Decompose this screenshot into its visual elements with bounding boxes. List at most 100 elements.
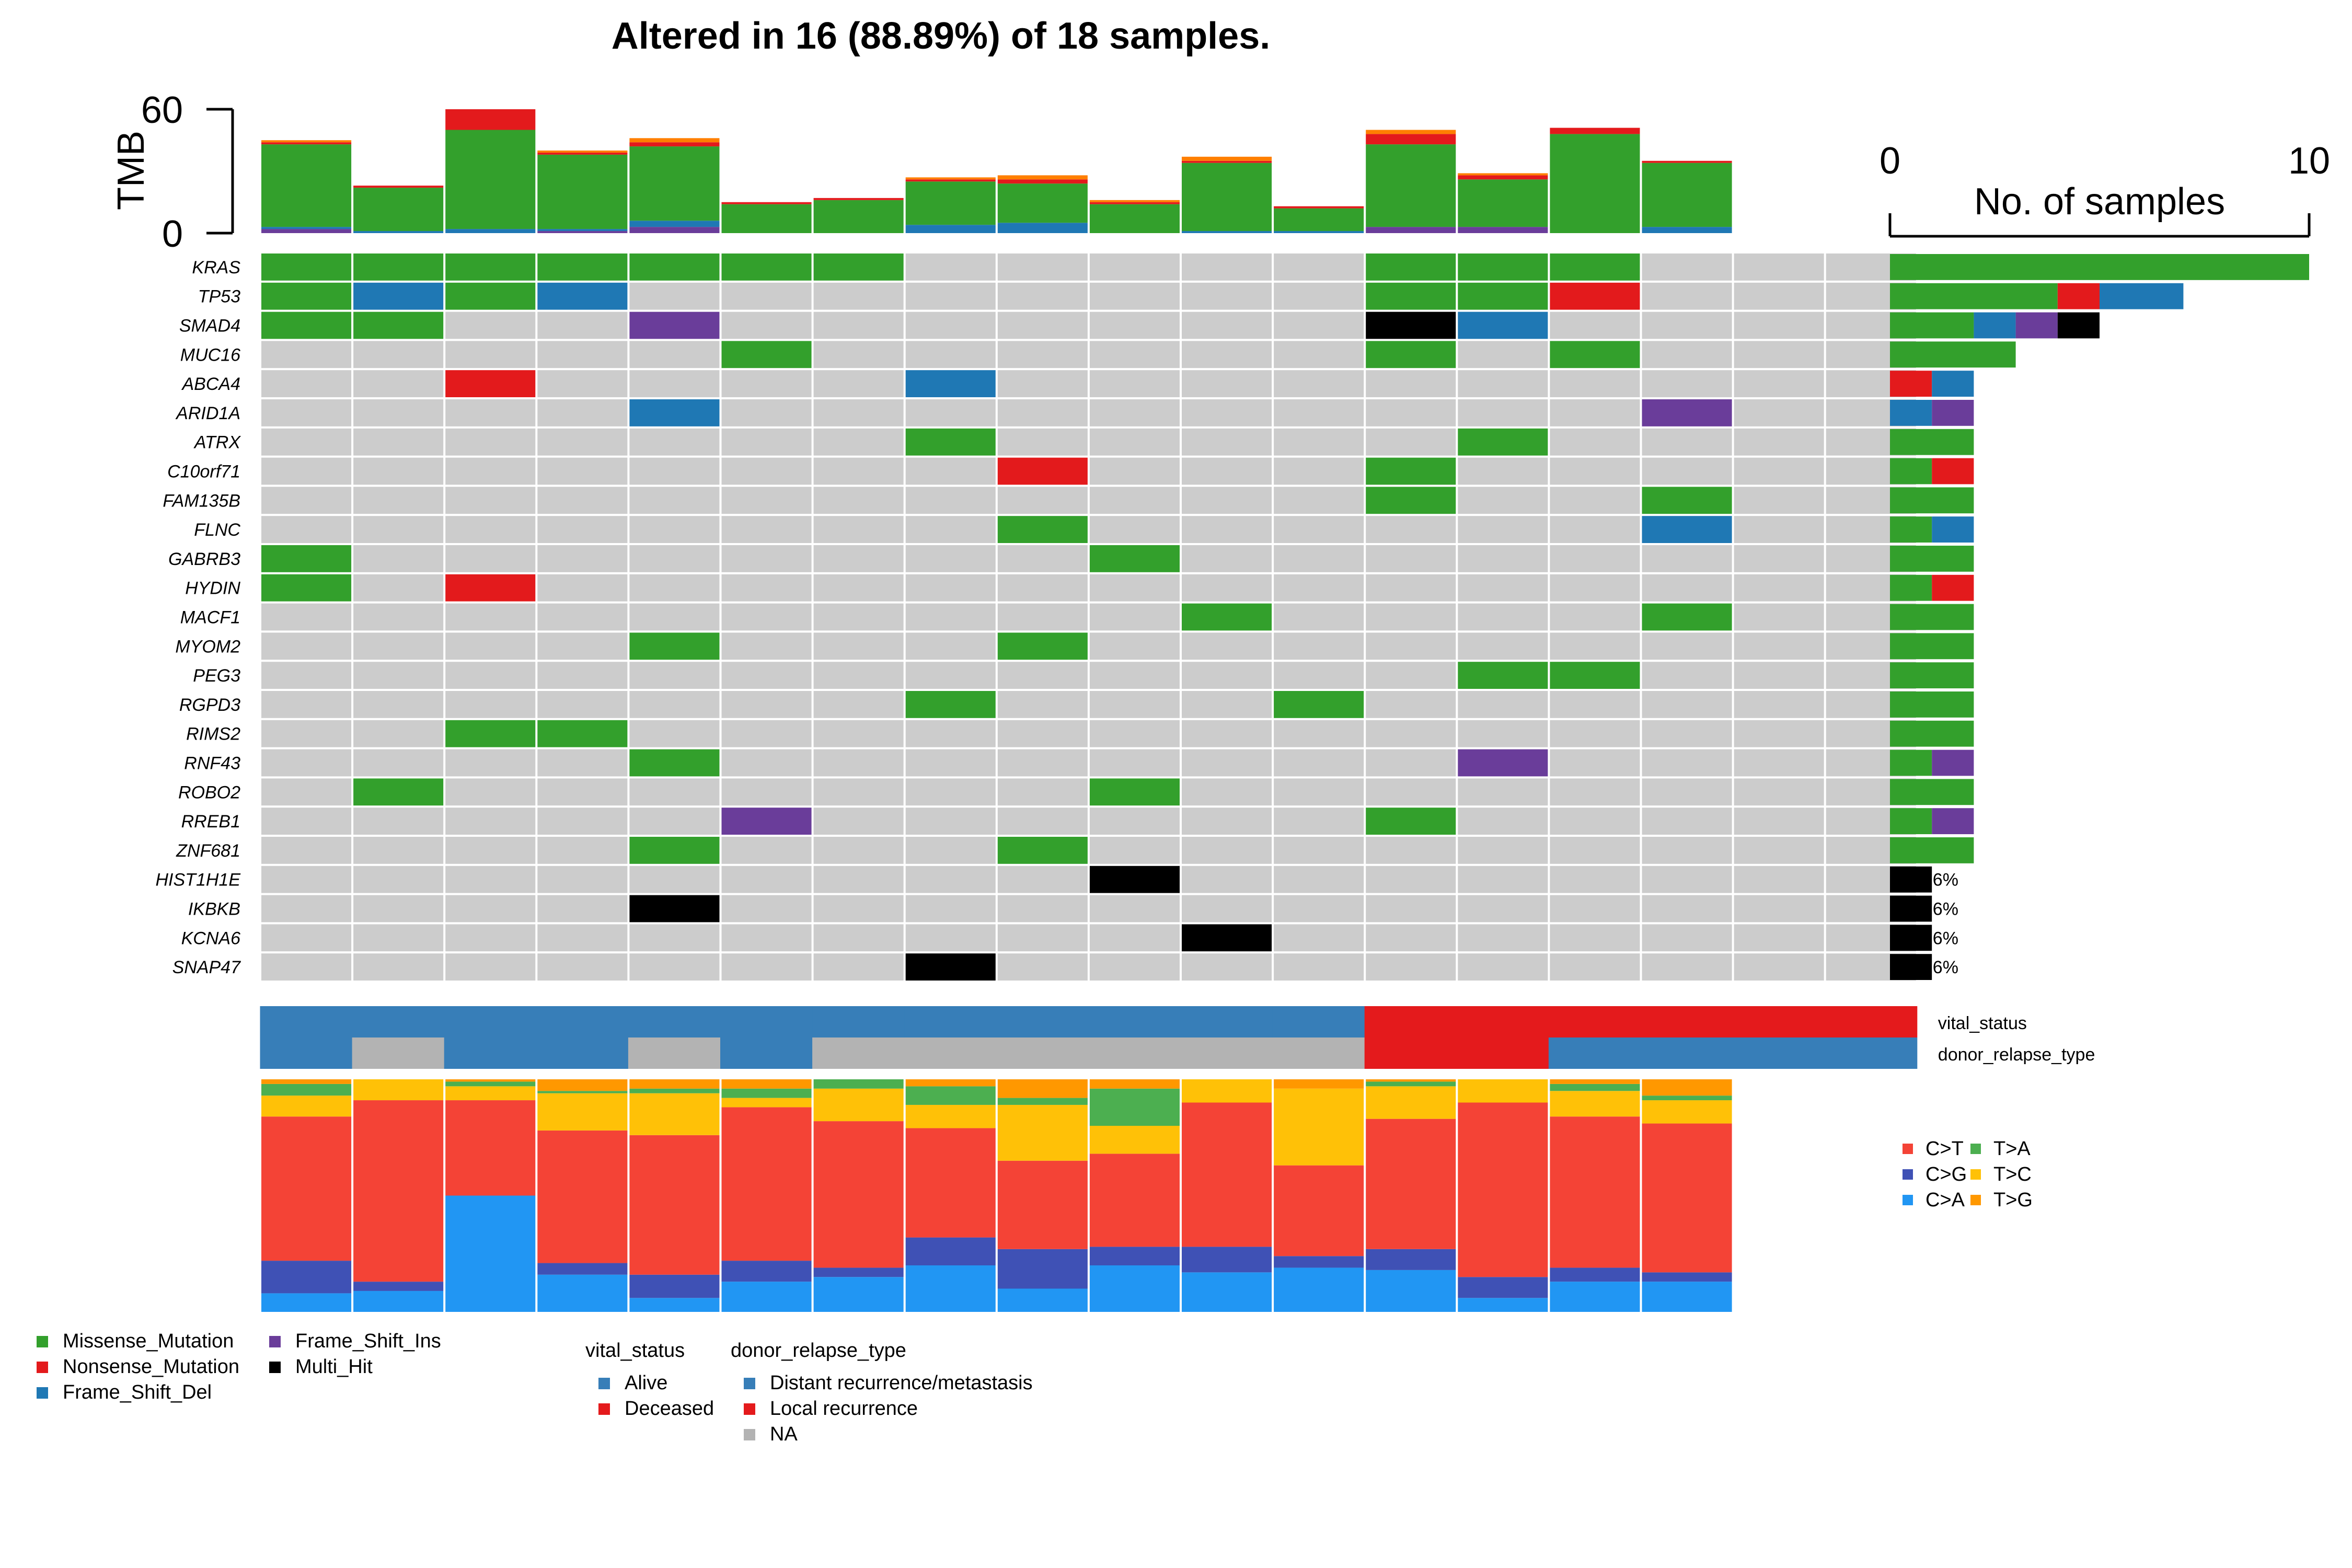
count-bar-segment xyxy=(1932,400,1974,426)
grid-cell xyxy=(537,662,628,689)
grid-cell xyxy=(1642,341,1732,368)
grid-cell xyxy=(1734,487,1824,514)
count-bar-segment xyxy=(1932,516,1974,543)
grid-cell xyxy=(997,720,1088,747)
grid-cell xyxy=(537,720,628,747)
grid-cell xyxy=(905,603,996,631)
grid-cell xyxy=(445,895,536,923)
tmb-bar-segment xyxy=(1458,227,1548,233)
grid-cell xyxy=(1458,574,1548,602)
grid-cell xyxy=(629,428,720,456)
tmb-bar-segment xyxy=(629,142,720,147)
grid-cell xyxy=(537,545,628,572)
grid-cell xyxy=(1182,662,1272,689)
grid-cell xyxy=(1366,632,1456,660)
count-bar-segment xyxy=(1890,633,1974,660)
tmb-bar-segment xyxy=(997,223,1088,233)
tmb-bar-segment xyxy=(1550,134,1640,233)
grid-cell xyxy=(445,837,536,864)
count-bar-segment xyxy=(1890,312,1974,339)
grid-cell xyxy=(1642,924,1732,952)
grid-cell xyxy=(905,662,996,689)
count-bar-segment xyxy=(1890,808,1932,834)
grid-cell xyxy=(721,516,812,543)
grid-cell xyxy=(1274,720,1364,747)
grid-cell xyxy=(813,516,904,543)
tmb-bar-segment xyxy=(905,225,996,233)
grid-cell xyxy=(905,895,996,923)
grid-cell xyxy=(629,837,720,864)
titv-bar-segment xyxy=(353,1100,444,1282)
tmb-bar-segment xyxy=(353,231,444,233)
tmb-bar-segment xyxy=(1089,200,1180,202)
vital-status-legend-swatch xyxy=(598,1378,610,1389)
grid-cell xyxy=(1550,808,1640,835)
relapse-legend-swatch xyxy=(744,1403,755,1415)
grid-cell xyxy=(353,370,444,397)
gene-label: FAM135B xyxy=(163,491,240,511)
titv-bar-segment xyxy=(997,1104,1088,1161)
titv-bar-segment xyxy=(1089,1265,1180,1312)
tmb-bar-segment xyxy=(1642,227,1732,233)
grid-cell xyxy=(813,312,904,339)
grid-cell xyxy=(1274,428,1364,456)
grid-cell xyxy=(353,808,444,835)
titv-legend-swatch xyxy=(1970,1169,1981,1180)
grid-cell xyxy=(1734,399,1824,426)
grid-cell xyxy=(1642,720,1732,747)
tmb-bar-segment xyxy=(1458,175,1548,180)
count-bar-segment xyxy=(2057,283,2100,309)
relapse-legend-label: Distant recurrence/metastasis xyxy=(770,1372,1033,1394)
grid-cell xyxy=(353,866,444,893)
variant-legend-label: Missense_Mutation xyxy=(63,1330,234,1352)
grid-cell xyxy=(1734,924,1824,952)
grid-cell xyxy=(1182,428,1272,456)
grid-cell xyxy=(1550,545,1640,572)
grid-cell xyxy=(1458,545,1548,572)
gene-label: KRAS xyxy=(192,258,240,278)
count-bar-segment xyxy=(1890,866,1932,893)
grid-cell xyxy=(353,487,444,514)
tmb-bar-segment xyxy=(997,183,1088,223)
grid-cell xyxy=(905,837,996,864)
titv-bar-segment xyxy=(445,1081,536,1087)
grid-cell xyxy=(1182,341,1272,368)
relapse-type-cell xyxy=(812,1037,905,1069)
titv-bar-segment xyxy=(1458,1102,1548,1277)
grid-cell xyxy=(1366,953,1456,981)
grid-cell xyxy=(905,953,996,981)
grid-cell xyxy=(1274,574,1364,602)
count-tick-label: 0 xyxy=(1880,140,1900,182)
grid-cell xyxy=(261,457,352,485)
grid-cell xyxy=(813,253,904,281)
grid-cell xyxy=(445,866,536,893)
variant-legend-label: Nonsense_Mutation xyxy=(63,1356,239,1378)
grid-cell xyxy=(261,516,352,543)
grid-cell xyxy=(905,720,996,747)
tmb-bar-segment xyxy=(997,179,1088,184)
grid-cell xyxy=(353,399,444,426)
grid-cell xyxy=(1550,487,1640,514)
grid-cell xyxy=(1458,312,1548,339)
gene-label: ATRX xyxy=(193,433,241,453)
grid-cell xyxy=(1734,574,1824,602)
tmb-bar-segment xyxy=(261,229,352,233)
grid-cell xyxy=(1089,691,1180,718)
grid-cell xyxy=(1642,370,1732,397)
grid-cell xyxy=(1274,370,1364,397)
grid-cell xyxy=(445,457,536,485)
titv-bar-segment xyxy=(721,1261,812,1282)
grid-cell xyxy=(905,632,996,660)
titv-bar-segment xyxy=(1089,1247,1180,1265)
titv-bar-segment xyxy=(537,1130,628,1263)
grid-cell xyxy=(997,749,1088,777)
tmb-bar-segment xyxy=(1366,130,1456,134)
count-bar-segment xyxy=(1932,750,1974,776)
tmb-bar-segment xyxy=(629,227,720,233)
grid-cell xyxy=(353,662,444,689)
count-tick-label: 10 xyxy=(2288,140,2330,182)
vital-status-cell xyxy=(812,1006,905,1037)
grid-cell xyxy=(537,603,628,631)
titv-bar-segment xyxy=(445,1079,536,1082)
titv-bar-segment xyxy=(629,1079,720,1089)
